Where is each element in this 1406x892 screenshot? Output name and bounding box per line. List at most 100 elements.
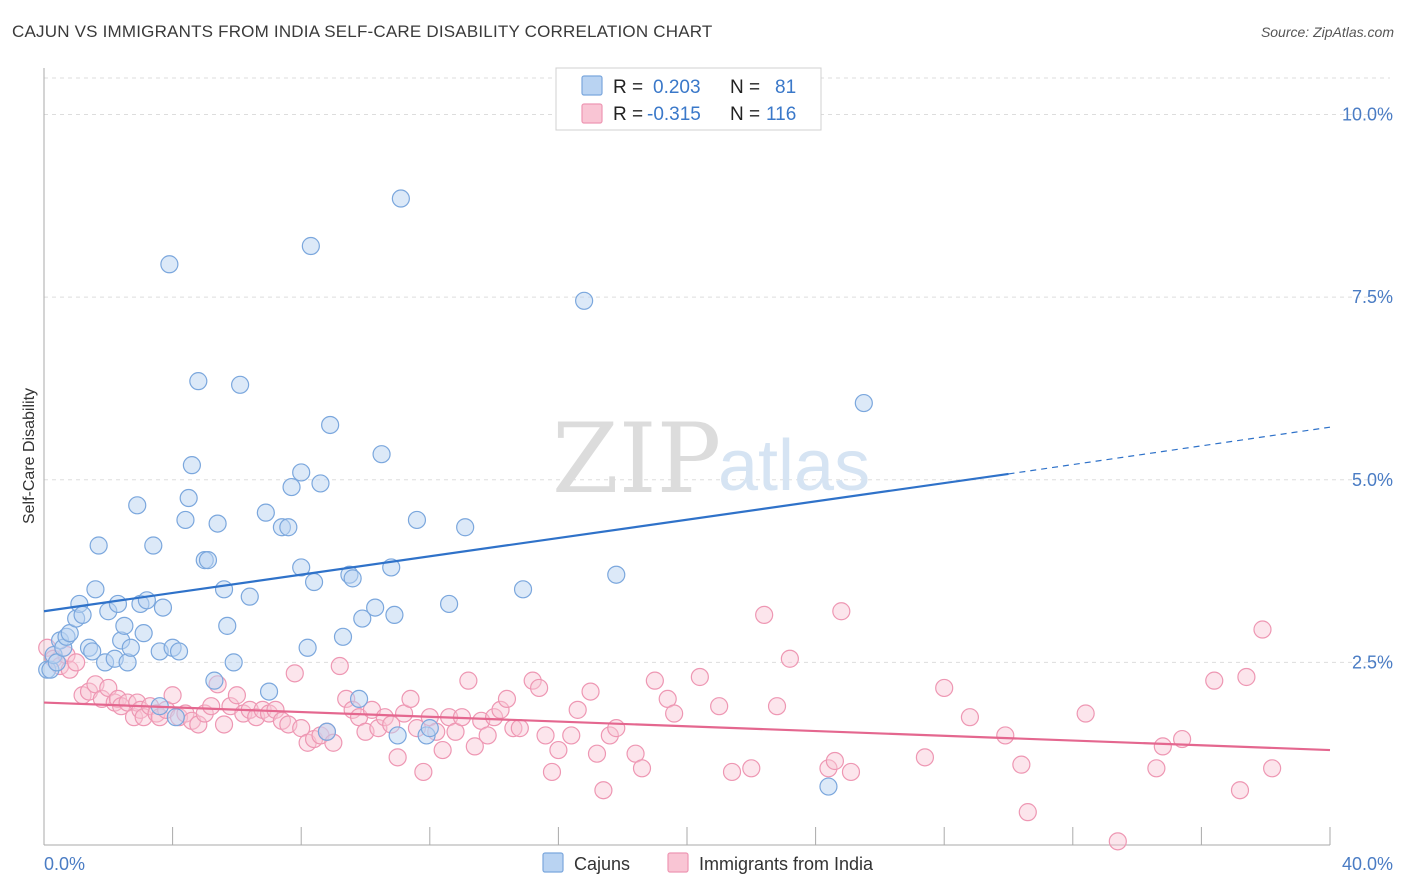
cajun-point-55 (298, 638, 317, 657)
legend-swatch-cajuns (581, 75, 603, 96)
india-point-69 (459, 671, 478, 690)
india-point-103 (825, 751, 844, 771)
bottom-legend-label-cajuns: Cajuns (574, 854, 630, 874)
india-point-15 (124, 708, 144, 727)
y-tick-label-2: 7.5% (1352, 287, 1393, 307)
india-point-29 (202, 697, 221, 716)
cajun-point-71 (391, 189, 410, 208)
india-point-88 (600, 726, 619, 745)
watermark: ZIP atlas (552, 403, 870, 515)
legend-n-value-2: 116 (766, 104, 796, 125)
cajun-point-65 (353, 609, 372, 628)
cajun-point-54 (292, 463, 311, 482)
india-point-79 (530, 678, 549, 698)
india-point-31 (214, 715, 234, 734)
cajun-point-47 (240, 587, 259, 606)
cajun-point-20 (115, 616, 134, 635)
cajun-point-53 (292, 558, 311, 577)
india-point-121 (1263, 759, 1282, 778)
cajun-point-25 (134, 624, 153, 643)
cajun-point-52 (282, 477, 301, 497)
legend-r-label-2: R = (613, 104, 643, 125)
india-point-100 (767, 697, 787, 716)
india-point-78 (523, 671, 542, 690)
india-point-42 (285, 664, 304, 683)
cajun-point-72 (407, 510, 427, 530)
india-point-105 (841, 762, 861, 782)
cajun-point-38 (189, 372, 208, 391)
x-tick-label-min: 0.0% (44, 854, 85, 874)
cajun-trendline (43, 472, 1009, 613)
cajun-point-63 (343, 569, 362, 588)
y-tick-labels: 2.5% 5.0% 7.5% 10.0% (1342, 105, 1393, 673)
india-point-56 (375, 708, 394, 727)
cajun-point-51 (279, 518, 298, 537)
india-point-87 (594, 781, 613, 800)
cajun-point-78 (575, 291, 594, 310)
y-tick-label-3: 10.0% (1342, 105, 1393, 125)
india-point-92 (645, 671, 664, 690)
y-tick-label-0: 2.5% (1352, 652, 1393, 672)
y-axis-title: Self-Care Disability (21, 388, 38, 524)
india-point-70 (465, 737, 484, 756)
india-point-108 (960, 708, 980, 727)
india-point-109 (996, 726, 1015, 745)
cajun-point-37 (182, 456, 201, 475)
india-point-112 (1076, 704, 1095, 723)
india-point-104 (832, 602, 851, 621)
cajun-point-12 (83, 642, 102, 661)
cajun-point-44 (218, 616, 237, 635)
cajun-point-61 (333, 627, 353, 646)
cajun-point-30 (153, 598, 173, 617)
india-point-77 (510, 719, 529, 738)
cajun-point-45 (224, 653, 243, 672)
india-point-114 (1147, 759, 1166, 778)
india-point-95 (690, 667, 709, 687)
watermark-zip: ZIP (552, 403, 721, 515)
india-point-81 (542, 762, 562, 782)
cajun-point-69 (385, 605, 404, 625)
india-point-85 (581, 682, 600, 701)
india-point-106 (915, 748, 935, 767)
india-point-27 (189, 715, 208, 734)
india-point-94 (665, 704, 684, 723)
cajun-point-22 (121, 638, 140, 657)
cajun-point-23 (128, 496, 147, 515)
india-point-49 (330, 656, 349, 676)
cajun-point-46 (231, 375, 250, 394)
series-legend: Cajuns Immigrants from India (542, 852, 874, 874)
india-point-91 (632, 759, 652, 778)
cajun-point-27 (144, 536, 163, 555)
india-point-111 (1018, 803, 1037, 822)
cajun-point-79 (607, 565, 626, 584)
india-point-102 (819, 759, 838, 778)
cajun-point-14 (89, 536, 108, 555)
cajun-point-80 (854, 393, 873, 413)
bottom-legend-swatch-india (667, 852, 689, 873)
india-point-99 (755, 605, 774, 625)
y-tick-label-1: 5.0% (1352, 470, 1393, 490)
stats-legend: R = 0.203 N = 81 R = -0.315 N = 116 (555, 67, 822, 131)
india-point-110 (1012, 755, 1031, 774)
cajun-point-48 (256, 503, 275, 522)
india-point-118 (1230, 781, 1250, 800)
cajun-point-40 (198, 551, 218, 570)
x-tick-label-max: 40.0% (1342, 854, 1393, 874)
chart-title: CAJUN VS IMMIGRANTS FROM INDIA SELF-CARE… (12, 22, 713, 41)
india-point-98 (742, 759, 761, 778)
cajun-point-75 (439, 594, 459, 614)
india-point-119 (1237, 667, 1256, 687)
legend-r-label-1: R = (613, 77, 643, 98)
cajun-point-33 (166, 708, 185, 727)
india-point-97 (722, 762, 742, 782)
cajun-point-43 (214, 580, 234, 599)
cajun-point-26 (137, 591, 156, 610)
legend-r-value-1: 0.203 (653, 77, 701, 98)
india-point-72 (478, 726, 497, 745)
india-point-5 (67, 653, 86, 672)
india-point-75 (497, 689, 517, 709)
cajun-trendline-extension (1008, 426, 1331, 475)
cajun-point-64 (349, 689, 369, 709)
cajun-point-66 (366, 598, 385, 617)
